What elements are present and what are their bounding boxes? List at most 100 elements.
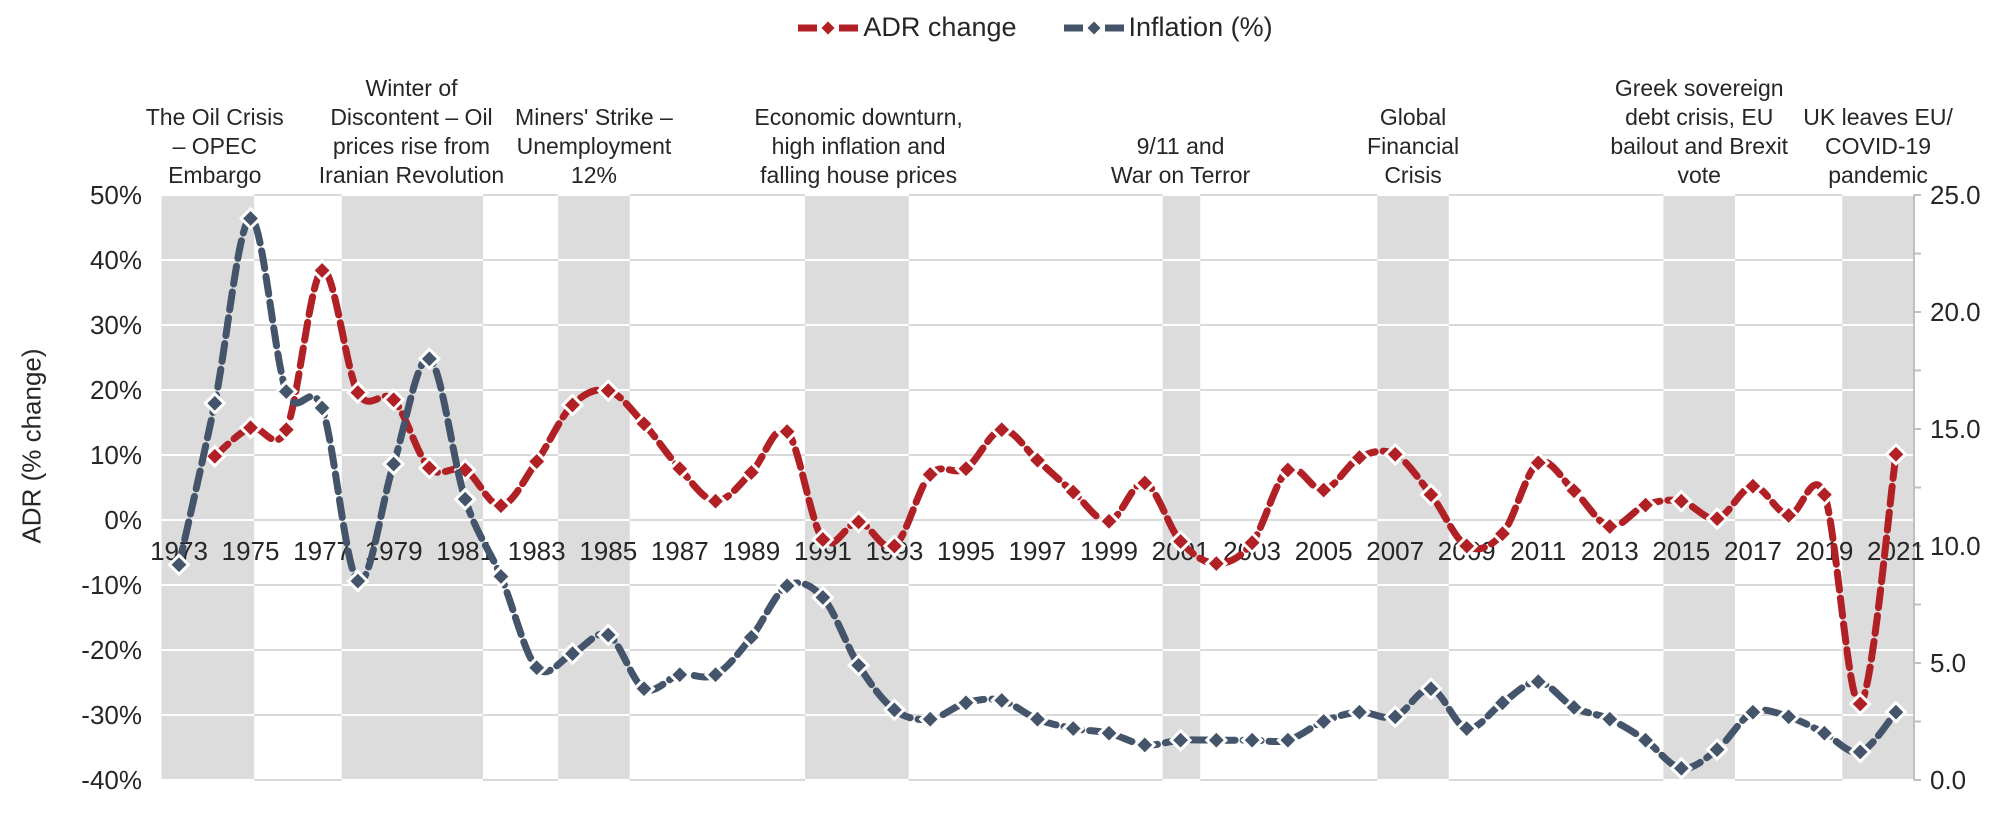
inflation-marker [1240,728,1264,752]
adr-change-marker [381,388,406,412]
inflation-marker [274,379,298,404]
left-axis-tick-label: 0% [104,505,142,535]
inflation-marker [1276,728,1300,752]
adr-change-marker [1097,509,1121,533]
inflation-marker [990,688,1014,713]
adr-change-marker [1276,458,1300,482]
right-axis-tick-label: 25.0 [1930,180,1981,210]
inflation-marker [1312,709,1336,734]
inflation-marker [203,391,227,415]
x-axis-labels: 1973197519771979198119831985198719891991… [150,536,1925,566]
adr-change-marker [1598,514,1622,539]
x-axis-year-label: 1989 [722,536,780,566]
inflation-marker [918,707,942,731]
adr-change-marker [525,449,549,474]
adr-line-legend-swatch-icon [798,18,859,37]
adr-change-marker [274,418,298,442]
inflation-marker [632,677,656,701]
legend-item-adr-change: ADR change [797,12,1017,43]
adr-change-marker [560,393,585,417]
event-annotation-line: Iranian Revolution [319,162,504,188]
adr-change-marker [203,444,227,468]
inflation-marker [560,642,585,666]
adr-change-marker [1705,507,1729,531]
adr-change-marker [954,457,978,481]
x-axis-year-label: 1997 [1009,536,1067,566]
adr-change-marker [847,510,871,534]
inflation-marker [596,623,620,647]
right-axis-tick-label: 20.0 [1930,297,1981,327]
left-axis-tick-label: -40% [81,765,142,795]
adr-change-line [211,266,1900,708]
right-axis [1913,194,1921,781]
inflation-marker [739,625,763,649]
event-annotation-line: UK leaves EU/ [1803,104,1953,130]
right-axis-tick-label: 10.0 [1930,531,1981,561]
event-annotation: UK leaves EU/COVID-19 pandemic [1803,104,1953,188]
right-axis-tick-label: 0.0 [1930,765,1966,795]
adr-change-marker [1168,529,1193,554]
event-annotation-line: Economic downturn, [754,104,962,130]
adr-change-marker [1884,442,1908,466]
x-axis-year-label: 1983 [508,536,566,566]
x-axis-year-label: 2021 [1867,536,1925,566]
event-annotations: The Oil Crisis – OPEC Embargo Winter of Disc… [146,75,1954,188]
adr-change-marker [489,494,513,518]
x-axis-year-label: 1995 [937,536,995,566]
adr-change-marker [1812,483,1837,507]
adr-change-marker [739,460,763,485]
adr-change-marker [1741,474,1765,498]
inflation-marker [703,663,728,687]
event-annotation-line: Winter of [365,75,458,101]
event-band [161,195,255,780]
adr-change-marker [1490,522,1515,546]
x-axis-year-label: 1985 [579,536,637,566]
right-axis-tick-label: 5.0 [1930,648,1966,678]
adr-change-marker [918,462,942,487]
event-band [804,195,909,780]
event-band [1377,195,1449,780]
chart-legend: ADR change Inflation (%) [0,12,2000,43]
adr-change-marker [1204,551,1228,576]
inflation-marker [1777,705,1801,729]
event-bands [161,195,1914,780]
event-annotation-line: COVID-19 [1825,133,1931,159]
adr-change-marker [1633,493,1658,517]
adr-change-marker [1419,483,1443,507]
inflation-marker [1705,737,1729,762]
event-annotation-line: debt crisis, EU [1625,104,1773,130]
inflation-markers [167,206,1908,780]
inflation-marker [381,452,406,476]
inflation-marker [1097,721,1121,745]
inflation-marker [1598,707,1622,731]
event-band [1663,195,1735,780]
right-axis-labels: 25.0 20.0 15.0 10.0 5.0 0.0 [1930,180,1981,795]
inflation-marker [489,564,513,589]
inflation-marker [775,574,799,598]
event-band [558,195,630,780]
inflation-marker [1490,691,1515,715]
x-axis-year-label: 2015 [1652,536,1710,566]
adr-change-marker [1347,445,1372,470]
event-annotation-line: War on Terror [1111,162,1251,188]
adr-change-marker [1383,442,1407,466]
adr-change-marker [1240,531,1264,555]
adr-change-marker [1455,534,1479,558]
inflation-marker [1025,707,1050,731]
event-annotation: Winter of Discontent – Oil prices rise fro… [319,75,504,188]
inflation-marker [525,656,549,680]
adr-change-marker [632,412,656,436]
adr-change-marker [417,456,442,480]
event-annotation: Global Financial Crisis [1367,104,1459,188]
inflation-marker [1383,705,1407,729]
inflation-marker [238,206,263,231]
inflation-marker [346,569,370,593]
event-annotation-line: 12% [571,162,617,188]
event-annotation-line: The Oil Crisis [146,104,284,130]
inflation-marker [1526,670,1550,694]
event-annotation-line: Discontent – Oil [330,104,492,130]
inflation-marker [882,698,907,722]
inflation-marker [1633,728,1658,752]
